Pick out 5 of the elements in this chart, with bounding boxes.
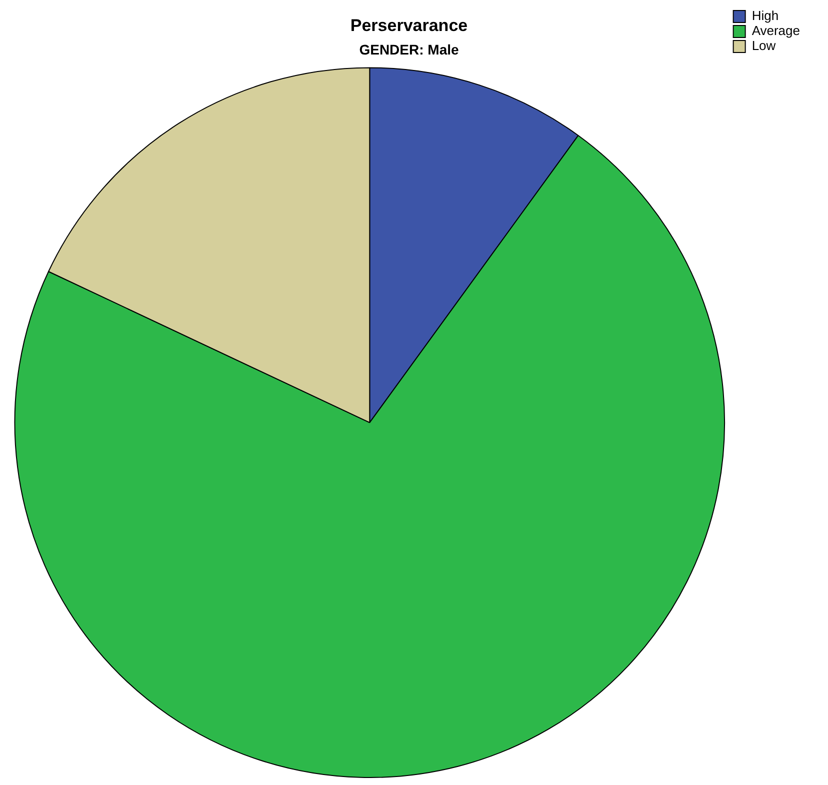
text: GENDER: Male (359, 42, 459, 58)
chart-title: Perservarance (350, 16, 468, 35)
legend-label: High (752, 8, 779, 24)
legend-label: Average (752, 23, 800, 38)
legend-label: Low (752, 38, 776, 54)
